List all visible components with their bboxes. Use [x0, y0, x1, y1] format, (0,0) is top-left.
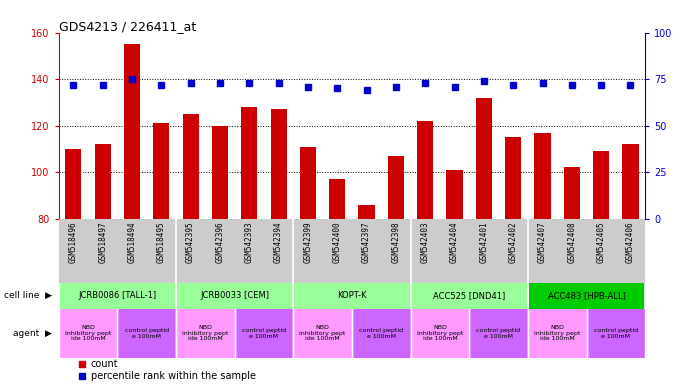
- Bar: [117, 309, 176, 358]
- Bar: [411, 283, 528, 309]
- Text: GSM542398: GSM542398: [391, 222, 400, 263]
- Bar: [528, 283, 645, 309]
- Text: cell line  ▶: cell line ▶: [3, 291, 52, 300]
- Text: GSM542403: GSM542403: [421, 222, 430, 263]
- Bar: [176, 283, 293, 309]
- Bar: [505, 137, 521, 218]
- Text: GSM542404: GSM542404: [450, 222, 459, 263]
- Bar: [586, 309, 645, 358]
- Text: GSM542408: GSM542408: [567, 222, 576, 263]
- Text: GSM542393: GSM542393: [245, 222, 254, 263]
- Text: JCRB0086 [TALL-1]: JCRB0086 [TALL-1]: [78, 291, 157, 300]
- Text: percentile rank within the sample: percentile rank within the sample: [91, 371, 256, 381]
- Bar: [359, 205, 375, 218]
- Bar: [622, 144, 638, 218]
- Text: GSM542400: GSM542400: [333, 222, 342, 263]
- Text: control peptid
e 100mM: control peptid e 100mM: [242, 328, 286, 339]
- Text: NBD
inhibitory pept
ide 100mM: NBD inhibitory pept ide 100mM: [299, 326, 346, 341]
- Text: control peptid
e 100mM: control peptid e 100mM: [477, 328, 520, 339]
- Bar: [469, 309, 528, 358]
- Text: GSM518495: GSM518495: [157, 222, 166, 263]
- Text: GSM542402: GSM542402: [509, 222, 518, 263]
- Text: control peptid
e 100mM: control peptid e 100mM: [594, 328, 638, 339]
- Text: NBD
inhibitory pept
ide 100mM: NBD inhibitory pept ide 100mM: [417, 326, 463, 341]
- Text: NBD
inhibitory pept
ide 100mM: NBD inhibitory pept ide 100mM: [65, 326, 111, 341]
- Bar: [183, 114, 199, 218]
- Text: control peptid
e 100mM: control peptid e 100mM: [125, 328, 168, 339]
- Text: NBD
inhibitory pept
ide 100mM: NBD inhibitory pept ide 100mM: [534, 326, 580, 341]
- Bar: [293, 283, 411, 309]
- Text: GSM518494: GSM518494: [128, 222, 137, 263]
- Bar: [528, 309, 586, 358]
- Bar: [417, 121, 433, 218]
- Bar: [300, 147, 316, 218]
- Bar: [66, 149, 81, 218]
- Text: GSM542406: GSM542406: [626, 222, 635, 263]
- Bar: [241, 107, 257, 218]
- Bar: [411, 309, 469, 358]
- Bar: [446, 170, 462, 218]
- Bar: [593, 151, 609, 218]
- Bar: [124, 44, 140, 218]
- Text: GSM542401: GSM542401: [480, 222, 489, 263]
- Bar: [153, 123, 169, 218]
- Text: GSM542405: GSM542405: [597, 222, 606, 263]
- Text: GSM518497: GSM518497: [98, 222, 107, 263]
- Text: JCRB0033 [CEM]: JCRB0033 [CEM]: [200, 291, 269, 300]
- Text: GSM542397: GSM542397: [362, 222, 371, 263]
- Bar: [176, 309, 235, 358]
- Bar: [95, 144, 110, 218]
- Bar: [564, 167, 580, 218]
- Bar: [235, 309, 293, 358]
- Text: NBD
inhibitory pept
ide 100mM: NBD inhibitory pept ide 100mM: [182, 326, 228, 341]
- Bar: [535, 132, 551, 218]
- Text: GSM518496: GSM518496: [69, 222, 78, 263]
- Text: ACC483 [HPB-ALL]: ACC483 [HPB-ALL]: [548, 291, 625, 300]
- Text: KOPT-K: KOPT-K: [337, 291, 366, 300]
- Text: count: count: [91, 359, 119, 369]
- Text: GSM542407: GSM542407: [538, 222, 547, 263]
- Text: control peptid
e 100mM: control peptid e 100mM: [359, 328, 403, 339]
- Text: GSM542394: GSM542394: [274, 222, 283, 263]
- Bar: [476, 98, 492, 218]
- Text: ACC525 [DND41]: ACC525 [DND41]: [433, 291, 505, 300]
- Text: GSM542395: GSM542395: [186, 222, 195, 263]
- Text: GSM542399: GSM542399: [304, 222, 313, 263]
- Bar: [293, 309, 352, 358]
- Bar: [59, 309, 117, 358]
- Bar: [270, 109, 286, 218]
- Bar: [388, 156, 404, 218]
- Text: GSM542396: GSM542396: [215, 222, 224, 263]
- Text: GDS4213 / 226411_at: GDS4213 / 226411_at: [59, 20, 196, 33]
- Bar: [212, 126, 228, 218]
- Bar: [59, 283, 176, 309]
- Text: agent  ▶: agent ▶: [13, 329, 52, 338]
- Bar: [352, 309, 411, 358]
- Bar: [329, 179, 345, 218]
